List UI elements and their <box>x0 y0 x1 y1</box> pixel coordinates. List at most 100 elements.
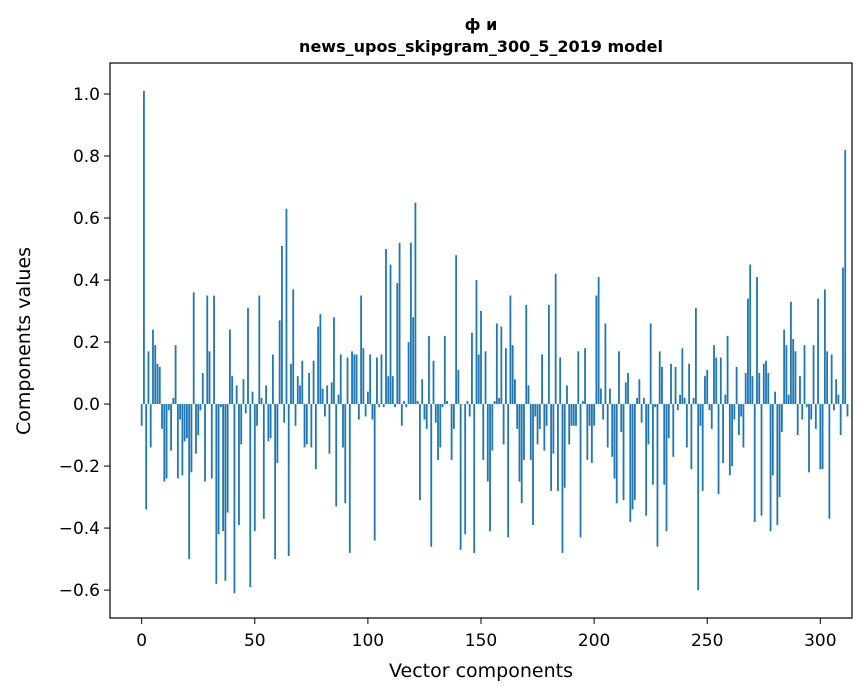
bar-68 <box>294 404 297 426</box>
bar-56 <box>267 404 270 442</box>
bar-126 <box>425 404 428 429</box>
bar-196 <box>584 348 586 405</box>
bar-193 <box>577 351 580 405</box>
bar-201 <box>595 295 598 405</box>
bar-233 <box>667 404 670 439</box>
bar-90 <box>344 404 347 504</box>
chart-title-line2: news_upos_skipgram_300_5_2019 model <box>299 37 663 56</box>
bar-264 <box>737 404 740 436</box>
bar-223 <box>645 404 648 516</box>
bar-11 <box>165 404 168 479</box>
bar-293 <box>803 345 806 405</box>
bar-131 <box>437 404 439 460</box>
bar-215 <box>627 373 629 405</box>
bar-161 <box>504 348 507 405</box>
y-tick-label: 0.6 <box>73 209 100 229</box>
bar-208 <box>611 404 614 457</box>
bar-180 <box>547 304 550 405</box>
bar-170 <box>525 304 528 405</box>
bar-160 <box>502 404 505 445</box>
bar-290 <box>796 404 799 436</box>
bar-139 <box>455 255 458 405</box>
bar-132 <box>439 404 442 448</box>
bar-232 <box>665 404 668 532</box>
bar-43 <box>238 404 240 525</box>
bar-169 <box>523 404 525 460</box>
bar-250 <box>706 369 709 405</box>
bar-165 <box>514 379 516 405</box>
bar-155 <box>491 404 494 451</box>
bar-22 <box>190 404 193 473</box>
bar-167 <box>518 404 521 482</box>
bar-119 <box>409 242 412 405</box>
bar-74 <box>308 373 310 405</box>
bar-39 <box>228 329 231 405</box>
bar-237 <box>676 404 679 411</box>
bar-69 <box>296 376 299 405</box>
bar-82 <box>326 385 329 405</box>
bar-50 <box>253 404 256 532</box>
bar-12 <box>167 404 170 411</box>
bar-265 <box>740 404 743 417</box>
bar-221 <box>640 404 643 423</box>
bar-128 <box>430 404 433 547</box>
bar-151 <box>482 404 485 460</box>
plot-frame <box>109 62 853 619</box>
bar-238 <box>679 394 681 405</box>
bar-205 <box>604 323 607 405</box>
y-tick-label: 1.0 <box>73 85 100 105</box>
bar-64 <box>285 208 288 405</box>
bar-28 <box>204 404 206 482</box>
bar-199 <box>590 404 593 463</box>
bar-312 <box>846 404 849 417</box>
bar-73 <box>305 404 308 445</box>
x-tick-label: 250 <box>691 631 723 651</box>
bar-156 <box>493 400 496 405</box>
bar-32 <box>213 295 215 405</box>
bar-266 <box>742 404 745 448</box>
bar-198 <box>588 404 591 426</box>
bar-200 <box>593 404 596 426</box>
bar-210 <box>615 404 618 504</box>
bar-245 <box>695 307 697 405</box>
bar-175 <box>536 404 539 445</box>
bar-289 <box>794 351 797 405</box>
bar-217 <box>631 404 634 510</box>
bar-111 <box>391 376 394 405</box>
bar-137 <box>450 404 453 460</box>
bar-45 <box>242 379 245 405</box>
bar-248 <box>701 404 704 491</box>
bar-225 <box>649 323 652 405</box>
bar-147 <box>473 404 476 553</box>
bar-213 <box>622 404 625 501</box>
bar-86 <box>335 404 338 507</box>
bar-299 <box>817 298 819 405</box>
bar-85 <box>333 317 335 405</box>
bar-204 <box>602 404 605 420</box>
bar-182 <box>552 404 555 454</box>
bar-77 <box>314 404 317 470</box>
bar-100 <box>366 391 369 405</box>
bar-88 <box>339 354 342 405</box>
bar-271 <box>753 404 756 522</box>
bar-109 <box>387 376 390 405</box>
bar-235 <box>672 404 675 457</box>
bar-25 <box>197 404 200 436</box>
bar-207 <box>609 388 611 405</box>
bar-246 <box>697 404 700 591</box>
bar-16 <box>176 404 179 479</box>
bar-144 <box>466 400 469 405</box>
bar-18 <box>181 404 184 476</box>
bar-304 <box>828 404 831 519</box>
bar-51 <box>256 404 258 426</box>
bar-48 <box>249 404 252 587</box>
bar-113 <box>396 283 399 405</box>
bar-240 <box>683 397 686 405</box>
x-tick-label: 100 <box>352 631 384 651</box>
bar-303 <box>826 351 829 405</box>
bar-226 <box>652 404 654 485</box>
bar-55 <box>265 385 267 405</box>
bar-37 <box>224 404 227 581</box>
bar-1 <box>143 90 145 405</box>
bar-17 <box>179 404 182 420</box>
